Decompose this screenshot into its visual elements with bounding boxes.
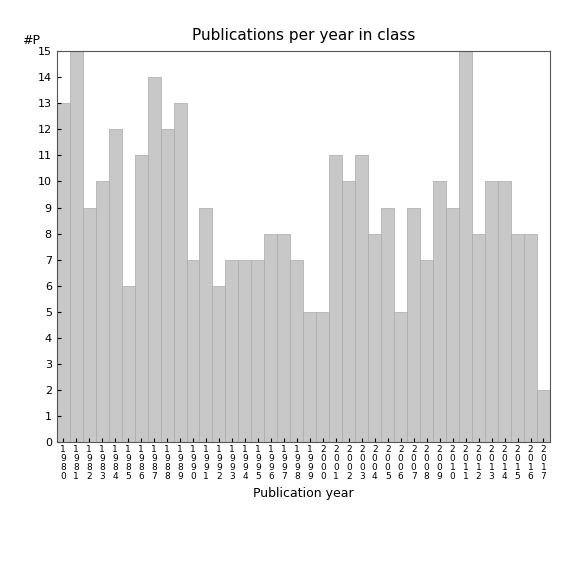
Bar xyxy=(121,286,134,442)
Bar xyxy=(226,260,239,442)
Bar xyxy=(109,129,121,442)
Bar xyxy=(356,155,368,442)
Bar xyxy=(472,234,485,442)
Bar xyxy=(187,260,200,442)
Bar xyxy=(433,181,446,442)
Bar xyxy=(57,103,70,442)
Bar xyxy=(407,208,420,442)
Bar xyxy=(147,77,160,442)
Bar xyxy=(511,234,524,442)
X-axis label: Publication year: Publication year xyxy=(253,486,354,500)
Bar xyxy=(174,103,187,442)
Bar xyxy=(160,129,174,442)
Bar xyxy=(342,181,356,442)
Bar xyxy=(394,312,407,442)
Bar xyxy=(83,208,96,442)
Bar xyxy=(277,234,290,442)
Bar xyxy=(239,260,251,442)
Bar xyxy=(70,51,83,442)
Bar xyxy=(329,155,342,442)
Bar xyxy=(368,234,381,442)
Bar xyxy=(200,208,213,442)
Bar xyxy=(264,234,277,442)
Bar xyxy=(537,390,550,442)
Bar xyxy=(498,181,511,442)
Bar xyxy=(446,208,459,442)
Bar xyxy=(420,260,433,442)
Bar xyxy=(381,208,394,442)
Bar xyxy=(316,312,329,442)
Bar xyxy=(213,286,226,442)
Title: Publications per year in class: Publications per year in class xyxy=(192,28,415,43)
Bar xyxy=(459,51,472,442)
Bar xyxy=(303,312,316,442)
Bar xyxy=(134,155,147,442)
Bar xyxy=(96,181,109,442)
Bar xyxy=(251,260,264,442)
Text: #P: #P xyxy=(22,34,40,47)
Bar xyxy=(524,234,537,442)
Bar xyxy=(485,181,498,442)
Bar xyxy=(290,260,303,442)
